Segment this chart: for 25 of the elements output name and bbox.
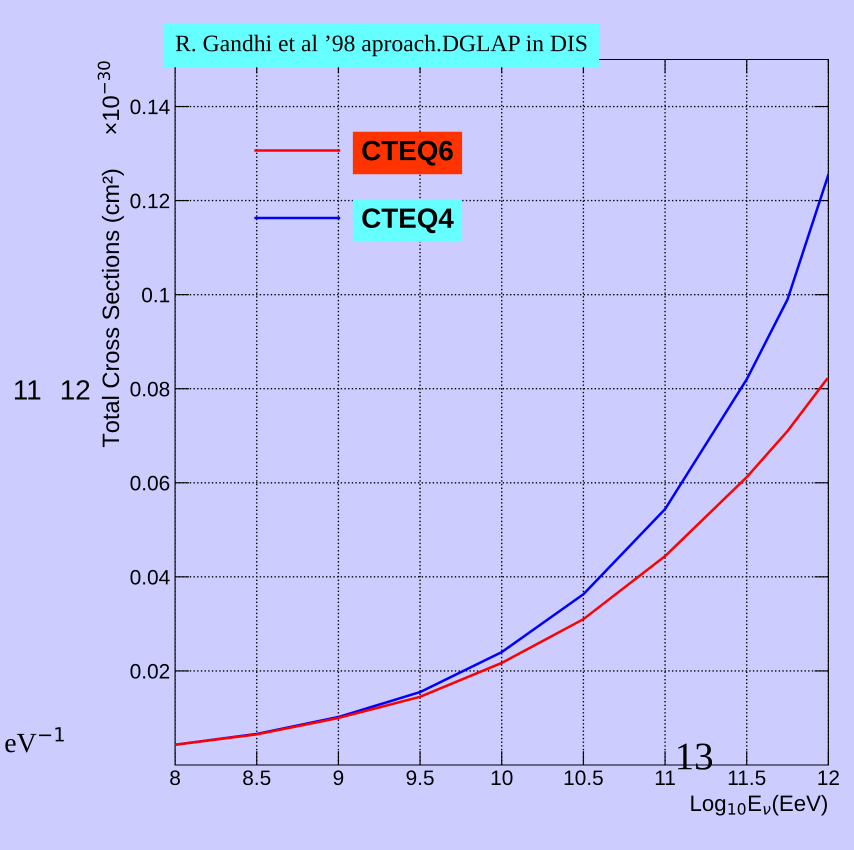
y-tick-label: 0.08 [130, 382, 170, 396]
text: 12 [62, 380, 90, 400]
text: eV$^{−1}$ [5, 727, 64, 752]
x-tick-label: 11.5 [728, 770, 766, 786]
x-axis-title: Log$_{10}$E$_{ν}$(EeV) [691, 794, 827, 816]
y-tick-label: 0.14 [130, 100, 170, 114]
x-tick-label: 10.5 [564, 770, 603, 786]
x-tick-label: 8.5 [243, 770, 270, 786]
y-axis-title: Total Cross Sections (cm²) ×10$^{−30}$ [98, 61, 124, 448]
y-tick-label: 0.06 [130, 476, 170, 491]
x-tick-label: 10 [492, 770, 512, 786]
y-tick-label: 0.02 [130, 664, 170, 679]
x-tick-label: 9 [334, 770, 344, 786]
legend-label: CTEQ4 [362, 208, 454, 234]
chart-title: R. Gandhi et al ’98 aproach.DGLAP in DIS [176, 34, 586, 56]
x-tick-label: 12 [818, 770, 839, 785]
x-tick-label: 8 [170, 770, 180, 786]
text: 11 [14, 380, 40, 400]
legend-label: CTEQ6 [362, 140, 453, 166]
x-tick-label: 11 [656, 770, 675, 785]
y-tick-label: 0.04 [130, 570, 170, 585]
y-tick-label: 0.12 [130, 194, 170, 208]
annotation: 13 [678, 744, 712, 770]
y-tick-label: 0.1 [142, 288, 170, 302]
x-tick-label: 9.5 [406, 770, 434, 786]
